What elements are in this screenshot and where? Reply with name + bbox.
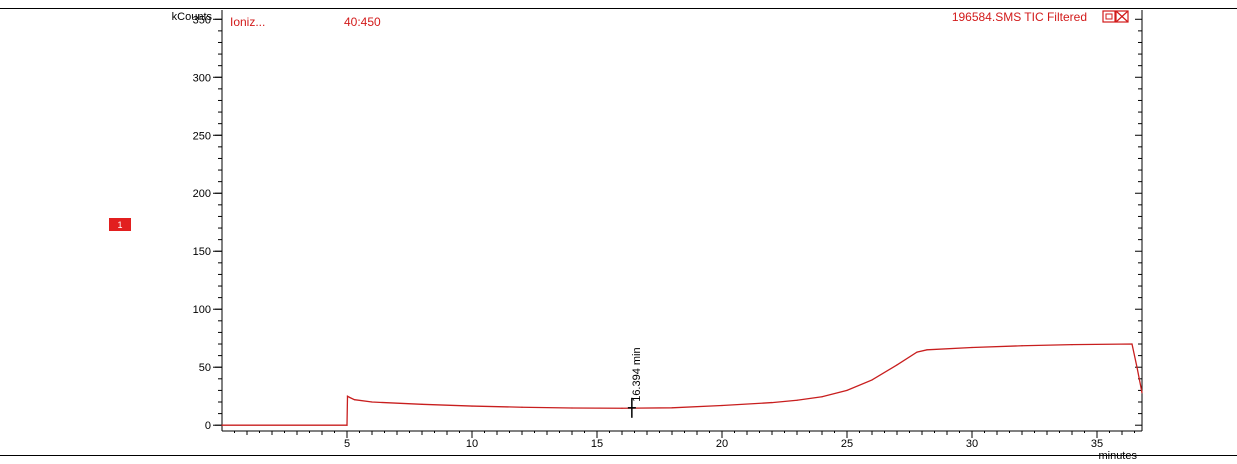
series-point (721, 404, 723, 407)
series-point (348, 396, 351, 398)
y-tick-label: 150 (193, 246, 211, 258)
series-point (346, 424, 348, 426)
ion-label: Ioniz... (230, 15, 265, 29)
series-point (1021, 345, 1023, 347)
x-tick-label: 20 (716, 438, 728, 450)
series-point (221, 424, 223, 426)
series-point (571, 407, 573, 409)
peak-annotation-label: 16.394 min (631, 347, 643, 401)
y-axis-label: kCounts (172, 11, 213, 23)
x-tick-label: 15 (591, 438, 603, 450)
y-tick-label: 250 (193, 130, 211, 142)
y-tick-label: 0 (205, 420, 211, 432)
axes (221, 10, 1143, 432)
x-tick-label: 10 (466, 438, 478, 450)
series-point (521, 406, 523, 408)
series-point (846, 389, 848, 392)
x-tick-label: 25 (841, 438, 853, 450)
series-point (871, 379, 873, 381)
annotations: 16.394 min (627, 347, 643, 418)
series-point (916, 351, 918, 353)
marker-box (109, 218, 131, 231)
series-point (1071, 343, 1073, 346)
series-point (971, 346, 973, 349)
y-tick-label: 50 (199, 362, 211, 374)
x-tick-label: 30 (966, 438, 978, 450)
chart-frame (0, 8, 1237, 456)
series-point (621, 407, 623, 409)
x-tick-label: 35 (1091, 438, 1103, 450)
trace-title: 196584.SMS TIC Filtered (952, 10, 1087, 24)
y-tick-label: 350 (193, 14, 211, 26)
x-tick-label: 5 (344, 438, 350, 450)
series-point (471, 405, 473, 407)
series-point (771, 401, 773, 404)
series-point (896, 364, 898, 366)
x-axis-label: minutes (1098, 450, 1137, 462)
series-point (1136, 366, 1138, 368)
series-point (421, 403, 423, 405)
y-tick-label: 200 (193, 188, 211, 200)
y-tick-label: 100 (193, 304, 211, 316)
series-point (796, 399, 798, 401)
series-point (346, 395, 349, 397)
series-point (926, 349, 928, 351)
series-point (353, 399, 356, 401)
marker-label: 1 (117, 220, 122, 230)
mass-range: 40:450 (344, 15, 381, 29)
series-line (222, 343, 1143, 426)
series-point (821, 396, 823, 398)
series-point (1131, 343, 1133, 345)
close-icon[interactable] (1115, 10, 1129, 23)
series-point (371, 401, 373, 403)
chromatogram-marker[interactable]: 1 (109, 218, 131, 231)
restore-icon[interactable] (1102, 10, 1116, 23)
y-tick-label: 300 (193, 72, 211, 84)
series-point (1141, 392, 1143, 394)
series-point (671, 407, 673, 409)
series-group (221, 343, 1143, 426)
